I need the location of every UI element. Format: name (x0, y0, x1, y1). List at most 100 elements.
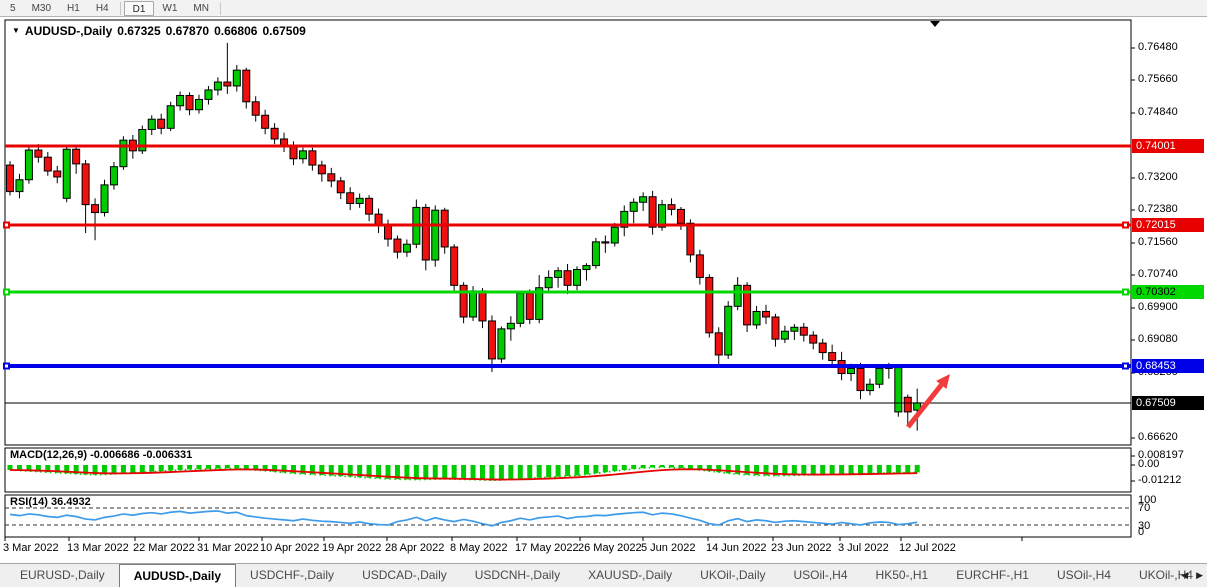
tab-ukoil-h4[interactable]: UKOil-,H4 (1138, 568, 1193, 582)
candle-body[interactable] (440, 209, 449, 248)
candle-body[interactable] (856, 367, 865, 392)
tab-usoil-h4[interactable]: USOil-,H4 (793, 568, 848, 582)
tab-audusd-daily[interactable]: AUDUSD-,Daily (118, 564, 237, 587)
sr-line-0.67509[interactable] (5, 402, 1131, 404)
candle-body[interactable] (903, 396, 912, 413)
candle-body[interactable] (185, 94, 194, 111)
candle-body[interactable] (828, 352, 837, 361)
candle-body[interactable] (487, 320, 496, 360)
candle-body[interactable] (525, 292, 534, 320)
candle-body[interactable] (743, 284, 752, 326)
candle-body[interactable] (875, 367, 884, 385)
tab-scroll-left-icon[interactable]: ◀ (1181, 570, 1189, 580)
candle-body[interactable] (365, 197, 374, 215)
candle-body[interactable] (818, 342, 827, 354)
candle-body[interactable] (865, 383, 874, 392)
candle-body[interactable] (686, 222, 695, 256)
candle-body[interactable] (138, 128, 147, 152)
timeframe-button-d1[interactable]: D1 (123, 0, 155, 16)
candle-body[interactable] (648, 196, 657, 228)
candle-body[interactable] (639, 196, 648, 203)
candle-body[interactable] (34, 149, 43, 158)
candle-body[interactable] (24, 149, 33, 181)
candle-body[interactable] (724, 305, 733, 356)
tab-usdchf-daily[interactable]: USDCHF-,Daily (250, 568, 335, 582)
candle-body[interactable] (563, 270, 572, 286)
candle-body[interactable] (91, 204, 100, 214)
sr-line-0.70302[interactable] (5, 290, 1131, 294)
candle-body[interactable] (790, 326, 799, 332)
candle-body[interactable] (261, 114, 270, 129)
candle-body[interactable] (384, 225, 392, 240)
candle-body[interactable] (554, 270, 563, 278)
tab-scroll-right-icon[interactable]: ▶ (1196, 570, 1203, 580)
candle-body[interactable] (308, 150, 317, 166)
candle-body[interactable] (62, 148, 71, 199)
candle-body[interactable] (591, 241, 600, 267)
candle-body[interactable] (894, 367, 903, 413)
timeframe-button-5[interactable]: 5 (10, 2, 16, 14)
candle-body[interactable] (15, 179, 24, 193)
candle-body[interactable] (100, 184, 109, 214)
tab-xauusd-daily[interactable]: XAUUSD-,Daily (588, 568, 673, 582)
candle-body[interactable] (497, 328, 506, 360)
candle-body[interactable] (204, 89, 213, 100)
candle-body[interactable] (762, 310, 770, 318)
tab-eurchf-h1[interactable]: EURCHF-,H1 (956, 568, 1029, 582)
candle-body[interactable] (478, 290, 487, 322)
sr-line-0.72015[interactable] (5, 223, 1131, 227)
candle-body[interactable] (393, 238, 402, 253)
candle-body[interactable] (53, 170, 62, 178)
candle-body[interactable] (752, 310, 761, 326)
candle-body[interactable] (469, 290, 478, 318)
candle-body[interactable] (327, 173, 336, 182)
candle-body[interactable] (251, 101, 260, 116)
timeframe-button-mn[interactable]: MN (193, 2, 209, 14)
candle-body[interactable] (714, 332, 723, 356)
candle-body[interactable] (289, 146, 298, 160)
candle-body[interactable] (147, 118, 156, 130)
candle-body[interactable] (232, 69, 241, 87)
timeframe-button-w1[interactable]: W1 (162, 2, 178, 14)
candle-body[interactable] (317, 164, 326, 175)
candle-body[interactable] (582, 265, 591, 271)
candle-body[interactable] (620, 210, 629, 228)
trend-arrow-head-icon[interactable] (936, 374, 950, 390)
candle-body[interactable] (81, 163, 90, 206)
candle-body[interactable] (166, 105, 175, 129)
candle-body[interactable] (450, 246, 459, 286)
tab-usoil-h4[interactable]: USOil-,H4 (1056, 568, 1111, 582)
sr-line-0.74001[interactable] (5, 144, 1131, 148)
candle-body[interactable] (610, 226, 619, 244)
candle-body[interactable] (535, 287, 544, 320)
candle-body[interactable] (695, 254, 704, 278)
candle-body[interactable] (629, 201, 638, 212)
candle-body[interactable] (119, 139, 128, 168)
candle-body[interactable] (223, 81, 232, 87)
candle-body[interactable] (176, 94, 185, 107)
candle-body[interactable] (516, 292, 525, 324)
tab-usdcnh-daily[interactable]: USDCNH-,Daily (474, 568, 561, 582)
candle-body[interactable] (157, 118, 166, 129)
candle-body[interactable] (6, 164, 14, 193)
candle-body[interactable] (573, 269, 581, 286)
trend-arrow-shaft[interactable] (906, 383, 944, 429)
timeframe-button-h4[interactable]: H4 (95, 2, 109, 14)
candle-body[interactable] (459, 284, 468, 318)
tab-ukoil-daily[interactable]: UKOil-,Daily (700, 568, 766, 582)
candle-body[interactable] (298, 150, 307, 160)
candle-body[interactable] (270, 127, 279, 140)
candle-body[interactable] (402, 243, 411, 253)
candle-body[interactable] (421, 206, 430, 261)
candle-body[interactable] (346, 192, 355, 204)
candle-body[interactable] (601, 241, 610, 244)
candle-body[interactable] (213, 81, 222, 91)
candle-body[interactable] (336, 180, 345, 194)
candle-body[interactable] (544, 276, 553, 289)
candle-body[interactable] (771, 316, 780, 340)
candle-body[interactable] (780, 330, 789, 340)
candle-body[interactable] (506, 322, 515, 330)
candle-body[interactable] (43, 156, 52, 172)
candle-body[interactable] (847, 367, 856, 375)
